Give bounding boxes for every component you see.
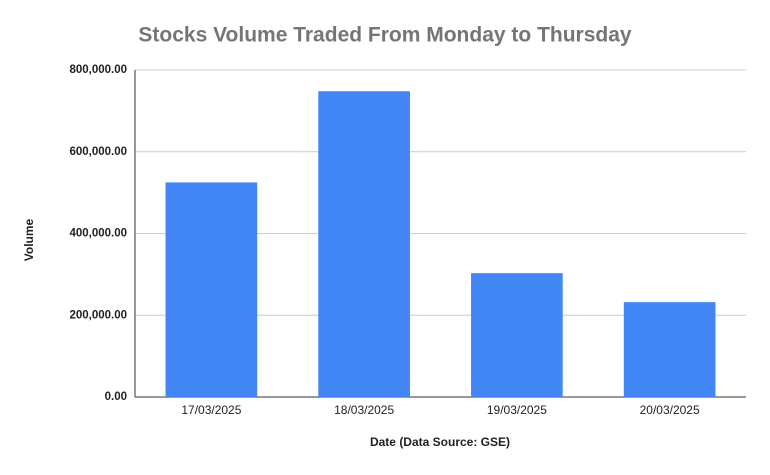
x-tick-label: 17/03/2025 [181, 403, 241, 417]
y-tick-label: 800,000.00 [69, 64, 127, 76]
bar [623, 302, 716, 397]
bar [471, 273, 563, 397]
chart-title: Stocks Volume Traded From Monday to Thur… [138, 24, 632, 47]
y-tick-label: 0.00 [105, 391, 127, 403]
y-tick-label: 400,000.00 [69, 228, 127, 240]
x-tick-label: 18/03/2025 [334, 403, 394, 417]
y-axis-title: Volume [22, 218, 36, 261]
x-tick-label: 20/03/2025 [640, 403, 700, 417]
bar [318, 91, 410, 397]
x-tick-label: 19/03/2025 [487, 403, 547, 417]
bar [165, 182, 258, 397]
y-tick-label: 200,000.00 [69, 309, 127, 321]
y-tick-label: 600,000.00 [69, 146, 127, 158]
x-axis-title: Date (Data Source: GSE) [370, 435, 510, 449]
